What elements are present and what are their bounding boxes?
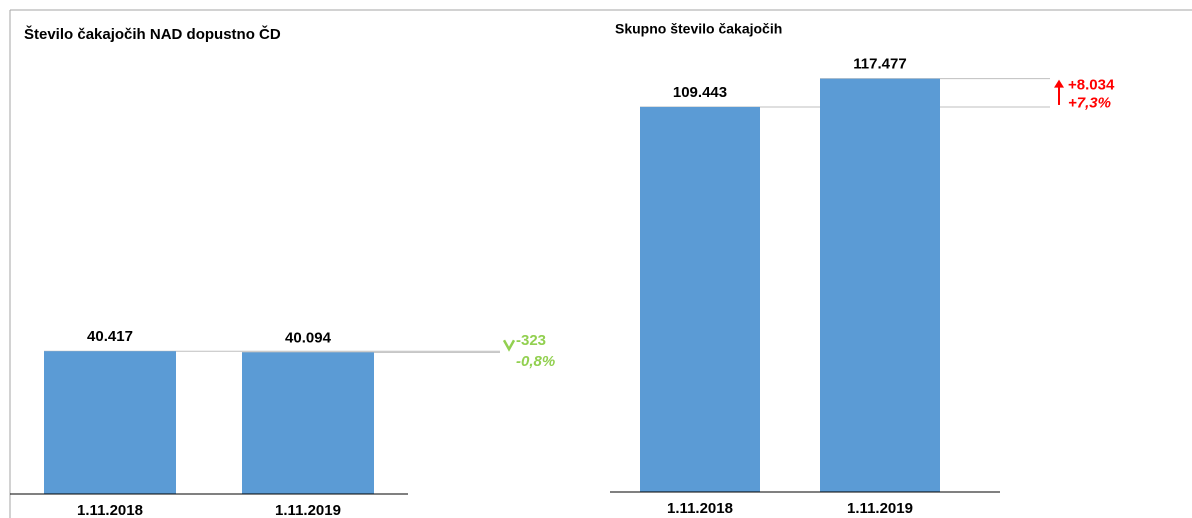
bar	[242, 352, 374, 494]
value-label: 117.477	[853, 56, 906, 73]
value-label: 40.417	[87, 328, 133, 345]
x-tick-label: 1.11.2019	[275, 502, 341, 518]
change-label: -323	[516, 332, 546, 349]
percent-label: +7,3%	[1068, 95, 1111, 112]
x-tick-label: 1.11.2018	[667, 500, 733, 517]
x-tick-label: 1.11.2019	[847, 500, 913, 517]
bar	[820, 78, 940, 492]
chart-title: Skupno število čakajočih	[615, 21, 782, 37]
x-tick-label: 1.11.2018	[77, 502, 143, 518]
value-label: 40.094	[285, 329, 332, 346]
bar	[640, 106, 760, 492]
percent-label: -0,8%	[516, 353, 555, 370]
change-label: +8.034	[1068, 77, 1115, 94]
bar	[44, 351, 176, 494]
down-icon	[502, 339, 516, 352]
value-label: 109.443	[673, 84, 727, 101]
chart-title: Število čakajočih NAD dopustno ČD	[24, 25, 281, 43]
up-arrow-head	[1054, 79, 1064, 88]
